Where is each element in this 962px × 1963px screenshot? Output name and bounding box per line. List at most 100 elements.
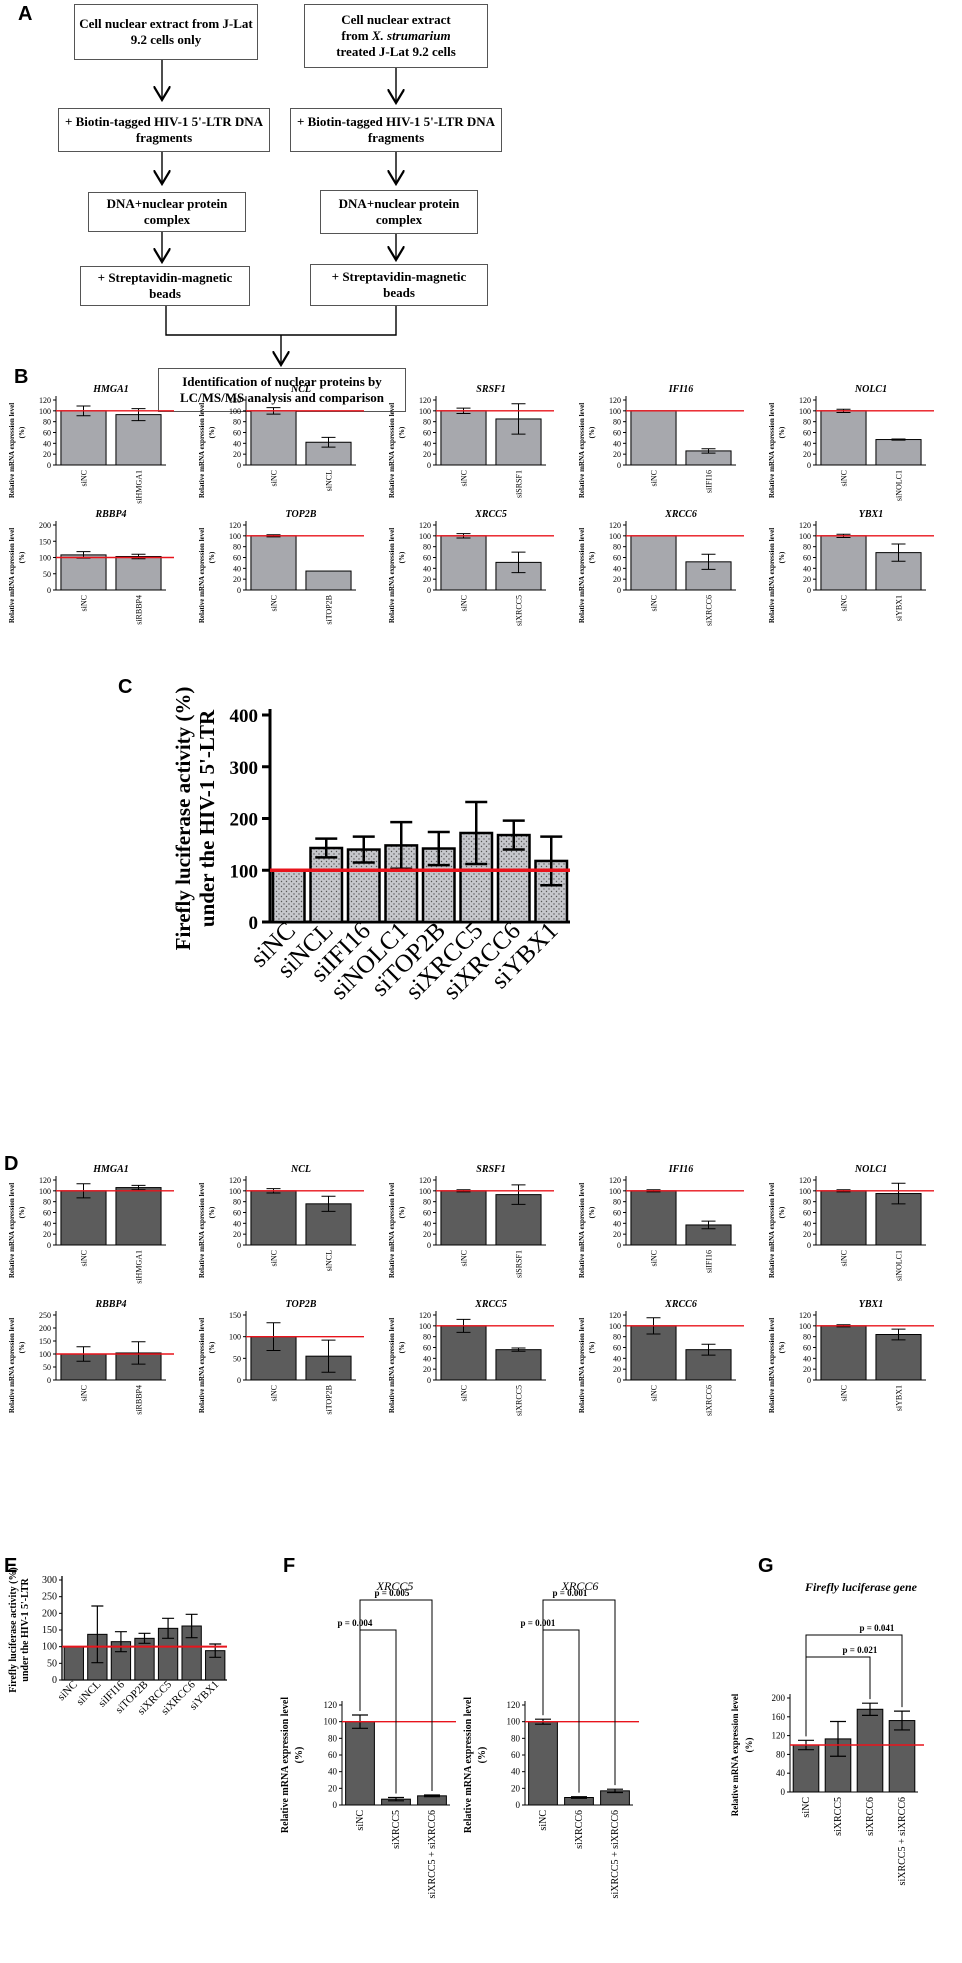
chart-svg-f1: XRCC5 Relative mRNA expression level (%) 0 2… — [280, 1579, 456, 1898]
y-tick-label: 100 — [609, 1322, 621, 1331]
x-tick-label: siNC — [80, 1250, 89, 1266]
y-tick-label: 120 — [419, 1311, 431, 1320]
y-axis-label: Relative mRNA expression level — [388, 1183, 396, 1278]
y-tick-label: 100 — [42, 1642, 57, 1653]
y-axis-unit: (%) — [208, 551, 216, 563]
y-tick-label: 80 — [803, 543, 811, 552]
y-tick-label: 120 — [39, 1176, 51, 1185]
y-axis-label: Relative mRNA expression level — [768, 528, 776, 623]
y-tick-label: 250 — [39, 1311, 51, 1320]
bar — [856, 1708, 884, 1793]
error-bar — [891, 543, 906, 562]
y-tick-label: 60 — [423, 429, 431, 438]
y-tick-label: 120 — [799, 1311, 811, 1320]
error-bar — [352, 835, 375, 864]
chart-svg-d9: XRCC6 Relative mRNA expression level (%) 0 2… — [578, 1299, 744, 1416]
y-axis-label: Relative mRNA expression level — [280, 1697, 291, 1833]
y-tick-label: 20 — [43, 1230, 51, 1239]
y-tick-label: 40 — [613, 1354, 621, 1363]
x-tick-label: siXRCC6 — [705, 595, 714, 626]
bar — [345, 1721, 375, 1806]
chart-d9: XRCC6 Relative mRNA expression level (%) 0 2… — [570, 1295, 760, 1460]
y-tick-label: 0 — [807, 461, 811, 470]
y-tick-label: 60 — [43, 1209, 51, 1218]
chart-svg-d3: SRSF1 Relative mRNA expression level (%) 0 2… — [388, 1164, 554, 1278]
y-tick-label: 200 — [230, 810, 259, 831]
bar — [60, 1190, 107, 1246]
y-tick-label: 20 — [423, 1230, 431, 1239]
y-tick-label: 60 — [613, 429, 621, 438]
chart-title: HMGA1 — [92, 1164, 129, 1175]
y-tick-label: 80 — [613, 543, 621, 552]
error-bar — [321, 1339, 336, 1373]
error-bar — [511, 403, 526, 435]
y-tick-label: 150 — [39, 537, 51, 546]
chart-title: XRCC6 — [664, 1299, 697, 1310]
y-tick-label: 100 — [229, 407, 241, 416]
y-tick-label: 0 — [249, 913, 259, 934]
x-tick-label: siNC — [650, 470, 659, 486]
y-axis-unit: (%) — [588, 1206, 596, 1218]
bar — [440, 410, 487, 466]
significance-bracket — [542, 1599, 616, 1786]
error-bar — [571, 1796, 587, 1799]
flow-right-extract-line3: treated J-Lat 9.2 cells — [336, 44, 456, 60]
y-tick-label: 40 — [776, 1768, 786, 1778]
y-tick-label: 60 — [233, 429, 241, 438]
y-tick-label: 20 — [233, 1230, 241, 1239]
chart-title: YBX1 — [859, 1299, 883, 1310]
chart-title: TOP2B — [286, 509, 317, 520]
x-tick-label: siXRCC5 + siXRCC6 — [427, 1810, 438, 1898]
error-bar — [424, 1794, 440, 1798]
y-tick-label: 120 — [419, 396, 431, 405]
y-tick-label: 300 — [230, 758, 259, 779]
y-tick-label: 250 — [42, 1592, 57, 1603]
y-tick-label: 100 — [39, 1350, 51, 1359]
bar — [309, 846, 344, 924]
error-bar — [891, 1328, 906, 1341]
y-tick-label: 100 — [609, 1187, 621, 1196]
y-axis-unit: (%) — [208, 1341, 216, 1353]
p-value-label: p = 0.004 — [338, 1618, 373, 1628]
chart-f1: XRCC5 Relative mRNA expression level (%) 0 2… — [270, 1560, 460, 1960]
y-tick-label: 100 — [799, 407, 811, 416]
flow-right-extract-line2: from X. strumarium — [341, 27, 451, 43]
y-tick-label: 80 — [613, 418, 621, 427]
y-tick-label: 40 — [511, 1767, 521, 1777]
x-tick-label: siXRCC5 + siXRCC6 — [610, 1810, 621, 1898]
y-tick-label: 100 — [609, 407, 621, 416]
y-axis-label: Relative mRNA expression level — [730, 1693, 740, 1816]
y-tick-label: 20 — [613, 450, 621, 459]
bar — [630, 410, 677, 466]
chart-svg-b4: IFI16 Relative mRNA expression level (%) 0 2… — [578, 384, 744, 498]
chart-b3: SRSF1 Relative mRNA expression level (%) 0 2… — [380, 380, 570, 545]
y-tick-label: 0 — [47, 1241, 51, 1250]
y-tick-label: 20 — [233, 450, 241, 459]
y-tick-label: 100 — [419, 407, 431, 416]
chart-svg-b10: YBX1 Relative mRNA expression level (%) 0 20… — [768, 509, 934, 623]
chart-b9: XRCC6 Relative mRNA expression level (%) 0 2… — [570, 505, 760, 670]
x-tick-label: siNC — [80, 1385, 89, 1401]
y-tick-label: 20 — [423, 1365, 431, 1374]
y-tick-label: 100 — [419, 1187, 431, 1196]
y-tick-label: 80 — [233, 418, 241, 427]
flow-box-right-beads: + Streptavidin-magnetic beads — [310, 264, 488, 306]
error-bar — [465, 800, 488, 866]
y-tick-label: 0 — [47, 461, 51, 470]
x-tick-label: siNC — [270, 1250, 279, 1266]
y-tick-label: 0 — [516, 1800, 521, 1810]
chart-title: NCL — [290, 1164, 311, 1175]
y-tick-label: 20 — [511, 1783, 521, 1793]
y-axis-label: Relative mRNA expression level — [768, 1183, 776, 1278]
panel-letter-d: D — [4, 1153, 19, 1175]
chart-svg-d4: IFI16 Relative mRNA expression level (%) 0 2… — [578, 1164, 744, 1278]
x-tick-label: siRBBP4 — [135, 595, 144, 625]
error-bar — [131, 1184, 146, 1191]
error-bar — [607, 1788, 623, 1794]
y-tick-label: 0 — [47, 586, 51, 595]
y-tick-label: 20 — [803, 1230, 811, 1239]
x-tick-label: siHMGA1 — [135, 470, 144, 504]
panel-letter-a: A — [18, 3, 33, 25]
y-tick-label: 0 — [617, 1376, 621, 1385]
y-tick-label: 50 — [43, 570, 51, 579]
